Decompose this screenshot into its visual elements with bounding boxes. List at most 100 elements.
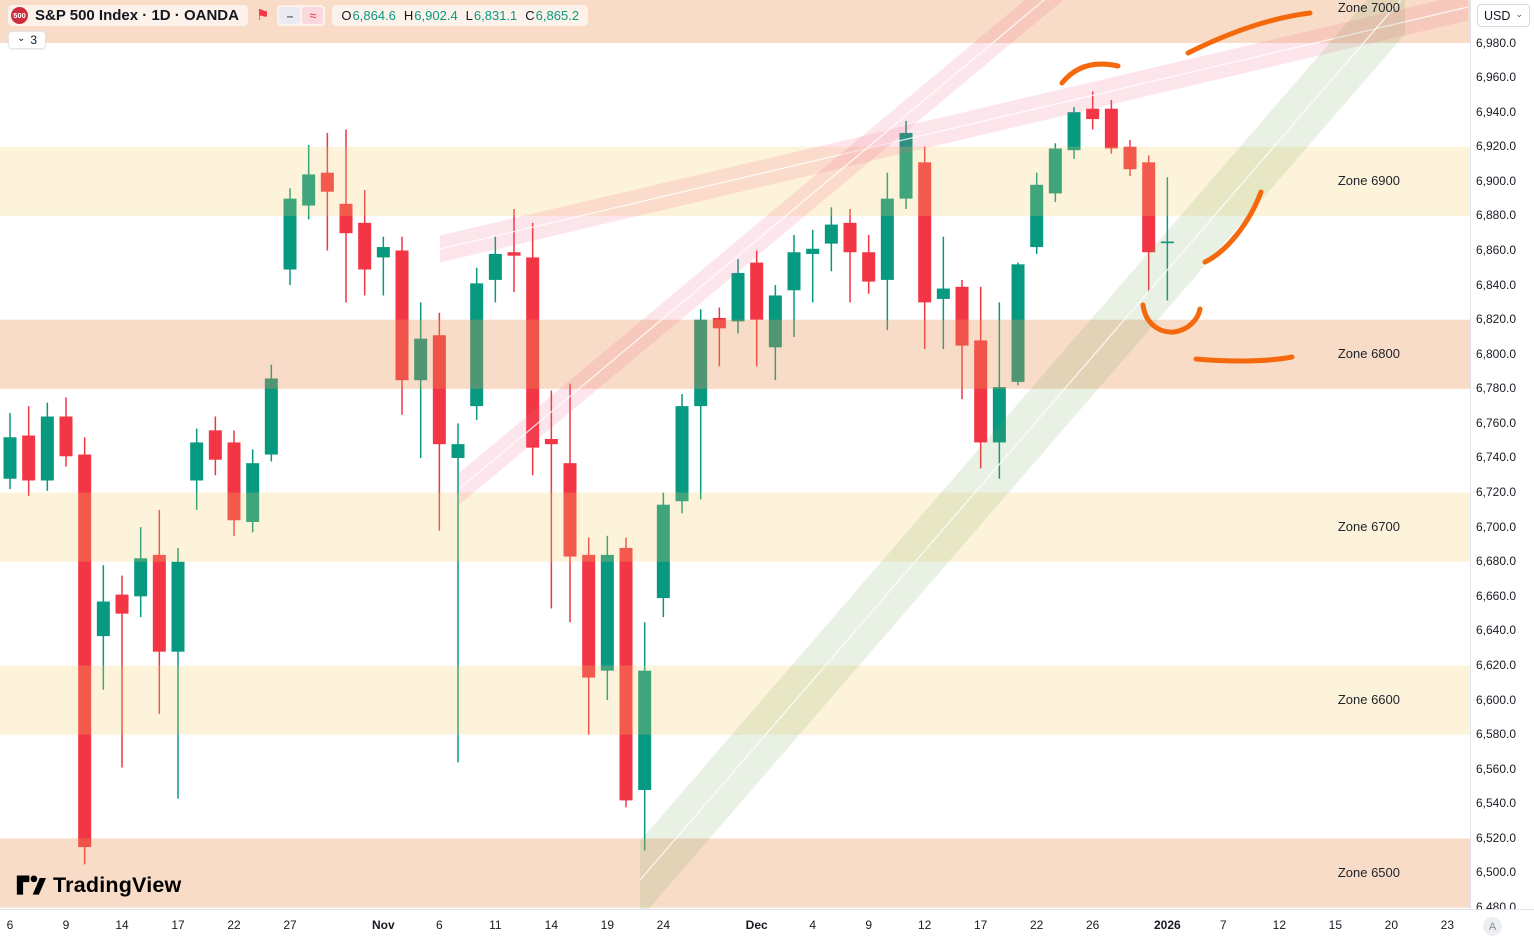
price-axis-label: 6,600.0 (1476, 692, 1517, 707)
chevron-down-icon: ⌄ (17, 33, 26, 44)
candle-body (376, 247, 390, 258)
chart-canvas[interactable]: Zone 7000 Zone 6900 Zone 6800 Zone 6700 Zone… (0, 0, 1470, 909)
candle-wick (121, 575, 123, 768)
candle-body (320, 172, 334, 192)
price-axis-label: 6,620.0 (1476, 657, 1517, 672)
candle-body (806, 248, 820, 254)
auto-scale-badge[interactable]: A (1483, 917, 1502, 936)
candle-body (134, 558, 148, 597)
symbol-legend[interactable]: 500 S&P 500 Index · 1D · OANDA (8, 5, 248, 26)
candle-body (526, 257, 540, 448)
candle-wick (550, 390, 553, 609)
candle-body (600, 554, 614, 671)
indicators-collapse-button[interactable]: ⌄ 3 (8, 31, 47, 49)
time-axis-label: 6 (435, 918, 443, 932)
candle-body (264, 378, 278, 455)
time-axis-label: 7 (1220, 918, 1227, 932)
zone-label: Zone 6900 (1337, 173, 1400, 189)
candle-body (974, 340, 988, 443)
ohlc-key: C (525, 8, 535, 23)
candle-body (246, 463, 260, 522)
time-axis-label: 2026 (1153, 918, 1181, 932)
candle-body (1011, 264, 1025, 382)
time-axis-label: 26 (1085, 918, 1100, 932)
candle-body (936, 288, 950, 299)
top-right-swoosh[interactable] (1185, 10, 1313, 56)
peak-cap-arc[interactable] (1059, 61, 1121, 86)
price-axis-label: 6,940.0 (1476, 104, 1517, 119)
ohlc-c: C 6,865.2 (525, 8, 579, 23)
candlestick-plot[interactable] (0, 0, 1470, 909)
legend-row-2: ⌄ 3 (8, 31, 47, 49)
zone-bands-layer (0, 0, 1470, 908)
candle-wick (1166, 177, 1169, 301)
zone-band (0, 838, 1470, 908)
approx-values-icon[interactable]: ≈ (302, 7, 324, 24)
chevron-down-icon: ⌄ (1515, 9, 1523, 19)
candle-body (824, 224, 838, 244)
candle-body (656, 504, 670, 599)
candle-wick (457, 423, 459, 763)
candle-body (22, 435, 36, 481)
candle-body (955, 286, 969, 346)
mid-rising-swoosh[interactable] (1202, 189, 1264, 265)
ohlc-readout: O 6,864.6 H 6,902.4 L 6,831.1 C 6,865.2 (332, 5, 589, 26)
candle-body (1104, 108, 1118, 149)
sp500-logo-icon: 500 (11, 7, 28, 24)
hide-legend-icon[interactable]: – (279, 7, 301, 24)
price-axis[interactable]: 6,980.0 6,960.0 6,940.0 6,920.0 6,900.0 6,880… (1470, 0, 1534, 914)
price-axis-label: 6,820.0 (1476, 312, 1517, 327)
candle-body (880, 198, 894, 280)
candle-body (1048, 148, 1062, 194)
candle-body (731, 272, 745, 322)
zone-label: Zone 6600 (1337, 692, 1400, 708)
candle-body (358, 222, 372, 270)
price-axis-label: 6,660.0 (1476, 588, 1517, 603)
zone-label: Zone 6800 (1337, 346, 1400, 362)
price-axis-label: 6,980.0 (1476, 35, 1517, 50)
green-channel[interactable] (640, 0, 1405, 909)
candle-body (768, 295, 782, 348)
tradingview-logo-icon (16, 875, 46, 895)
ohlc-key: H (403, 8, 414, 23)
zone6800-underline[interactable] (1193, 354, 1295, 364)
candle-body (843, 222, 857, 253)
orange-annotations-layer (1059, 10, 1313, 364)
time-axis-label: 6 (6, 918, 14, 932)
candle-body (208, 430, 222, 460)
candle-wick (849, 209, 851, 303)
candle-body (470, 283, 484, 407)
pink-trendline-upper[interactable] (440, 0, 1468, 263)
u-curve[interactable] (1140, 302, 1203, 335)
price-axis-label: 6,560.0 (1476, 761, 1517, 776)
time-axis-label: 9 (865, 918, 873, 932)
tradingview-watermark: TradingView (16, 872, 181, 899)
pink-trendline-lower[interactable] (459, 0, 1062, 505)
candle-body (451, 444, 465, 459)
indicators-count: 3 (30, 33, 38, 47)
candle-body (712, 317, 726, 329)
price-axis-label: 6,680.0 (1476, 554, 1517, 569)
currency-label: USD (1484, 8, 1511, 23)
price-axis-label: 6,540.0 (1476, 796, 1517, 811)
candle-body (432, 335, 446, 445)
candle-body (414, 338, 428, 381)
time-axis-label: 17 (973, 918, 988, 932)
time-axis-label: 20 (1384, 918, 1399, 932)
candle-body (563, 463, 577, 557)
time-axis-label: 23 (1440, 918, 1455, 932)
price-axis-label: 6,780.0 (1476, 381, 1517, 396)
price-axis-label: 6,800.0 (1476, 346, 1517, 361)
currency-select[interactable]: USD ⌄ (1477, 4, 1530, 27)
flag-icon[interactable]: ⚑ (255, 7, 270, 24)
time-axis-label: 4 (809, 918, 817, 932)
candle-body (507, 252, 521, 256)
time-axis[interactable]: 6 9 14 17 22 27 Nov 6 11 14 19 24 Dec 4 9 12 17 22 26 2026 7… (0, 909, 1534, 939)
symbol-title: S&P 500 Index · 1D · OANDA (35, 7, 239, 24)
candle-body (339, 203, 353, 234)
candle-wick (513, 209, 515, 293)
ohlc-key: O (341, 8, 352, 23)
time-axis-label: 11 (489, 918, 502, 932)
ohlc-value: 6,864.6 (352, 8, 396, 23)
